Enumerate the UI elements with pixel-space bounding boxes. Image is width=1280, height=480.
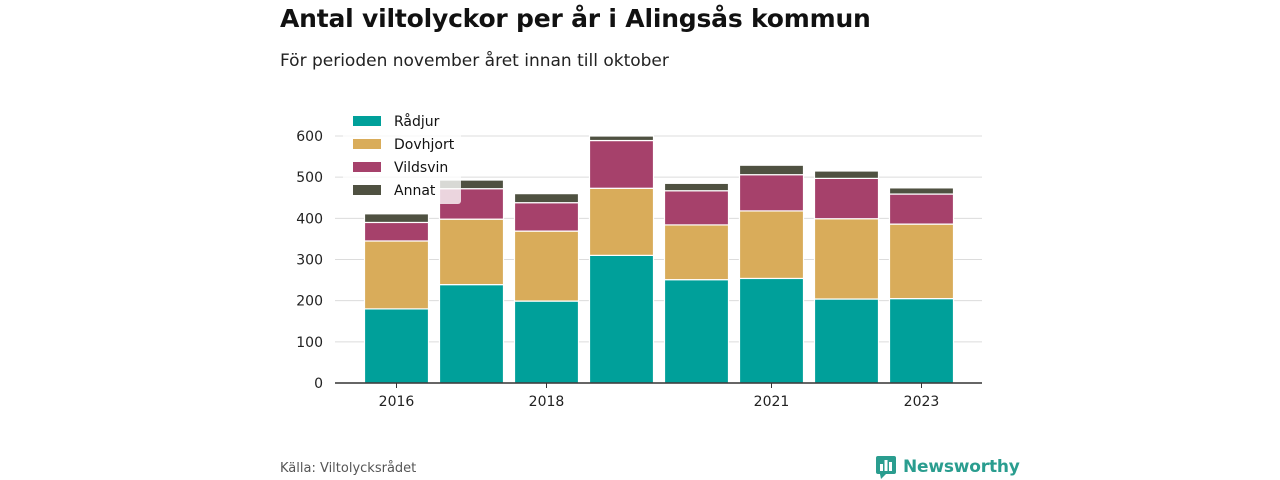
x-tick-label: 2018 [529,394,565,410]
bar-vildsvin-2019 [588,139,655,189]
bar-annat-2022 [813,170,880,180]
source-note: Källa: Viltolycksrådet [280,461,417,476]
bar-dovhjort-2022 [813,218,880,300]
legend-label: Rådjur [394,113,440,130]
bar-annat-2018 [513,193,580,204]
bars [363,135,955,384]
bar-rådjur-2022 [813,298,880,384]
bar-rådjur-2016 [363,308,430,384]
y-tick-label: 500 [296,170,323,186]
bar-dovhjort-2018 [513,230,580,302]
chart-title: Antal viltolyckor per år i Alingsås komm… [280,4,871,33]
y-tick-label: 400 [296,211,323,227]
chart-subtitle: För perioden november året innan till ok… [280,51,669,71]
bar-rådjur-2019 [588,254,655,384]
bar-dovhjort-2021 [738,210,805,280]
y-tick-label: 100 [296,335,323,351]
bar-annat-2023 [888,187,955,195]
bar-rådjur-2017 [438,284,505,384]
bar-annat-2019 [588,135,655,142]
bar-dovhjort-2017 [438,218,505,286]
legend-background [343,108,461,204]
bar-vildsvin-2022 [813,177,880,220]
legend-label: Dovhjort [394,137,455,153]
legend: Rådjur Dovhjort Vildsvin Annat [343,108,461,204]
legend-label: Annat [394,183,436,199]
axes: 0 100 200 300 400 500 600 2016 2018 2021 2023 [296,129,982,410]
x-tick-label: 2023 [904,394,940,410]
bar-vildsvin-2023 [888,193,955,225]
legend-swatch-annat [353,185,381,195]
bar-rådjur-2021 [738,277,805,384]
bar-rådjur-2018 [513,300,580,384]
bar-annat-2021 [738,164,805,176]
legend-label: Vildsvin [394,160,448,176]
bar-dovhjort-2020 [663,224,730,281]
bar-annat-2016 [363,213,430,224]
brand-name: Newsworthy [903,457,1020,477]
y-tick-label: 300 [296,253,323,269]
x-tick-label: 2021 [754,394,790,410]
y-tick-label: 200 [296,294,323,310]
newsworthy-logo-icon [876,456,896,479]
bar-dovhjort-2016 [363,240,430,310]
legend-swatch-dovhjort [353,139,381,149]
y-tick-label: 600 [296,129,323,145]
bar-vildsvin-2018 [513,202,580,232]
brand-logo: Newsworthy [875,455,1020,479]
bar-rådjur-2023 [888,298,955,384]
bar-dovhjort-2023 [888,223,955,300]
bar-vildsvin-2016 [363,221,430,242]
y-tick-label: 0 [314,376,323,392]
bar-vildsvin-2021 [738,174,805,212]
legend-swatch-vildsvin [353,162,381,172]
legend-swatch-rådjur [353,116,381,126]
bar-rådjur-2020 [663,279,730,384]
bar-dovhjort-2019 [588,187,655,256]
bar-vildsvin-2020 [663,190,730,226]
x-tick-label: 2016 [379,394,415,410]
bar-annat-2020 [663,182,730,192]
